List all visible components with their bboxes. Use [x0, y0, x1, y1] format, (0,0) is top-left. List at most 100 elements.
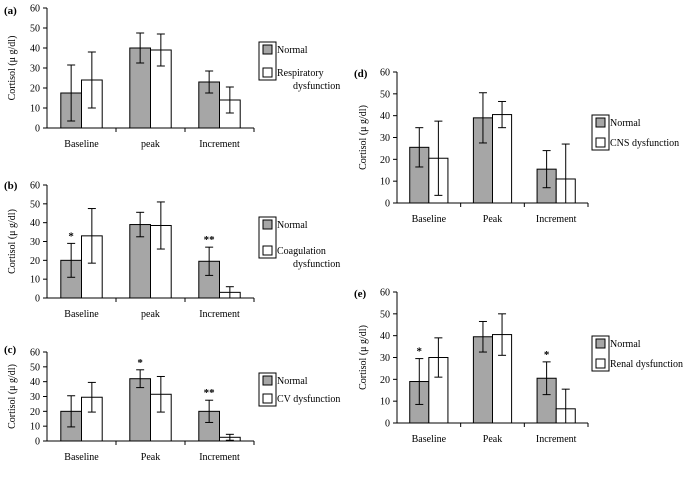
panel-label: (a) — [4, 5, 17, 17]
y-tick-label: 20 — [30, 256, 40, 267]
y-tick-label: 60 — [30, 348, 40, 359]
y-tick-label: 30 — [380, 353, 390, 364]
x-category-label: Baseline — [64, 309, 99, 320]
legend-label-cont: dysfunction — [293, 81, 340, 92]
significance-marker: * — [137, 357, 143, 369]
y-axis-label: Cortisol (μ g/dl) — [358, 325, 369, 390]
x-category-label: Baseline — [64, 139, 99, 150]
legend-swatch-dysfunction — [595, 137, 606, 148]
y-tick-label: 60 — [380, 288, 390, 299]
y-axis-label: Cortisol (μ g/dl) — [7, 209, 18, 274]
significance-marker: ** — [204, 387, 216, 399]
legend-label: Normal — [277, 376, 308, 387]
x-category-label: Increment — [199, 452, 240, 463]
legend-label: Normal — [610, 118, 641, 129]
legend-label: Normal — [277, 45, 308, 56]
y-tick-label: 10 — [380, 177, 390, 188]
y-tick-label: 10 — [30, 422, 40, 433]
chart-panel-b: (b) Cortisol (μ g/dl) 0 10 20 30 40 50 60 Baselin… — [4, 180, 340, 320]
y-tick-label: 50 — [30, 362, 40, 373]
y-tick-label: 30 — [30, 392, 40, 403]
significance-marker: * — [417, 346, 423, 358]
significance-marker: * — [544, 349, 550, 361]
y-tick-label: 0 — [35, 294, 40, 305]
legend-frame — [258, 216, 277, 259]
y-tick-label: 10 — [30, 104, 40, 115]
y-tick-label: 40 — [380, 331, 390, 342]
legend-swatch-normal — [262, 219, 273, 230]
y-tick-label: 20 — [30, 407, 40, 418]
legend: Normal CNS dysfunction — [591, 114, 679, 151]
chart-panel-d: (d) Cortisol (μ g/dl) 0 10 20 30 40 50 60 Baselin… — [354, 68, 679, 226]
y-tick-label: 20 — [380, 155, 390, 166]
legend-swatch-normal — [595, 117, 606, 128]
legend-swatch-dysfunction — [262, 245, 273, 256]
legend-swatch-dysfunction — [262, 393, 273, 404]
panel-label: (d) — [354, 68, 368, 80]
legend-label: Respiratory — [277, 68, 324, 79]
x-category-label: Baseline — [412, 434, 447, 445]
y-axis-label: Cortisol (μ g/dl) — [7, 36, 18, 101]
legend-swatch-dysfunction — [262, 67, 273, 78]
y-tick-label: 60 — [30, 4, 40, 15]
y-tick-label: 0 — [35, 124, 40, 135]
legend-frame — [591, 114, 610, 151]
y-tick-label: 60 — [380, 68, 390, 79]
legend-label: Normal — [610, 339, 641, 350]
x-category-label: Increment — [536, 214, 577, 225]
x-category-label: Peak — [483, 214, 502, 225]
legend-swatch-normal — [595, 338, 606, 349]
y-tick-label: 60 — [30, 181, 40, 192]
x-category-label: Peak — [141, 452, 160, 463]
legend: Normal CV dysfunction — [258, 372, 340, 407]
y-tick-label: 20 — [380, 375, 390, 386]
y-tick-label: 10 — [30, 275, 40, 286]
legend-label-cont: dysfunction — [293, 259, 340, 270]
y-tick-label: 40 — [30, 377, 40, 388]
legend-frame — [258, 372, 277, 407]
significance-marker: * — [68, 230, 74, 242]
y-tick-label: 30 — [30, 64, 40, 75]
y-axis-label: Cortisol (μ g/dl) — [358, 105, 369, 170]
x-category-label: peak — [141, 139, 160, 150]
y-tick-label: 20 — [30, 84, 40, 95]
y-axis-label: Cortisol (μ g/dl) — [7, 364, 18, 429]
x-category-label: Peak — [483, 434, 502, 445]
legend-label: Renal dysfunction — [610, 359, 683, 370]
y-tick-label: 50 — [380, 309, 390, 320]
y-tick-label: 50 — [30, 199, 40, 210]
legend-swatch-normal — [262, 44, 273, 55]
y-tick-label: 50 — [380, 89, 390, 100]
y-tick-label: 40 — [30, 44, 40, 55]
x-category-label: Increment — [199, 309, 240, 320]
chart-panel-e: (e) Cortisol (μ g/dl) 0 10 20 30 40 50 60 Baselin… — [354, 288, 683, 446]
x-category-label: Increment — [536, 434, 577, 445]
x-category-label: Baseline — [64, 452, 99, 463]
x-category-label: Baseline — [412, 214, 447, 225]
x-category-label: Increment — [199, 139, 240, 150]
y-tick-label: 0 — [35, 437, 40, 448]
legend-label: CV dysfunction — [277, 394, 340, 405]
legend-frame — [591, 335, 610, 372]
y-tick-label: 40 — [380, 111, 390, 122]
y-tick-label: 30 — [30, 237, 40, 248]
legend-swatch-normal — [262, 375, 273, 386]
chart-panel-c: (c) Cortisol (μ g/dl) 0 10 20 30 40 50 60 Baselin… — [4, 344, 340, 463]
legend-label: CNS dysfunction — [610, 138, 679, 149]
legend: Normal Respiratory dysfunction — [258, 41, 340, 92]
legend-frame — [258, 41, 277, 81]
legend: Normal Renal dysfunction — [591, 335, 683, 372]
legend-swatch-dysfunction — [595, 358, 606, 369]
legend-label: Coagulation — [277, 246, 326, 257]
panel-label: (b) — [4, 180, 18, 192]
y-tick-label: 30 — [380, 133, 390, 144]
x-category-label: peak — [141, 309, 160, 320]
chart-panel-a: (a) Cortisol (μ g/dl) 0 10 20 30 40 50 60 Baselin… — [4, 4, 340, 151]
panel-label: (c) — [4, 344, 17, 356]
y-tick-label: 40 — [30, 218, 40, 229]
panel-label: (e) — [354, 288, 367, 300]
y-tick-label: 0 — [385, 199, 390, 210]
legend-label: Normal — [277, 220, 308, 231]
y-tick-label: 0 — [385, 419, 390, 430]
